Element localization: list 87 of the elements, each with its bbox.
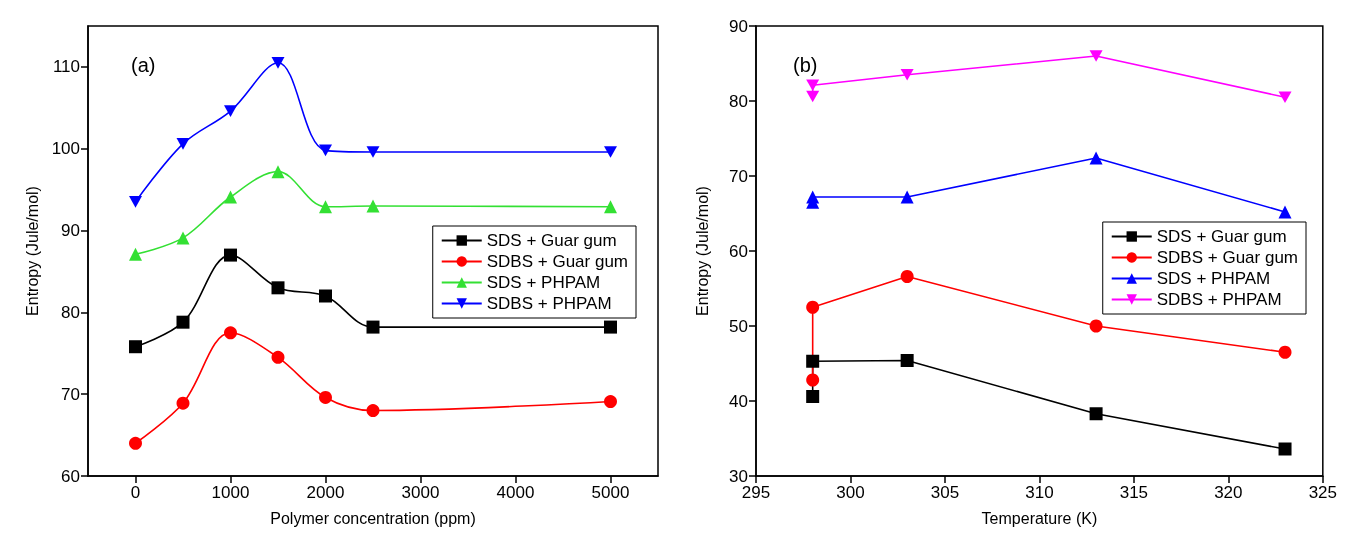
y-tick-label: 50: [729, 316, 748, 336]
point: [900, 190, 914, 204]
point: [366, 404, 380, 418]
x-tick-label: 1000: [211, 483, 250, 502]
point: [806, 373, 820, 387]
point: [271, 56, 285, 69]
y-axis-title: Entropy (Jule/mol): [24, 186, 42, 316]
point: [366, 146, 380, 158]
point: [1089, 407, 1103, 421]
y-tick-label: 80: [729, 91, 748, 111]
legend-label: SDS + PHPAM: [486, 273, 601, 292]
point: [604, 320, 617, 334]
x-axis-title: Polymer concentration (ppm): [270, 509, 476, 527]
legend-label: SDBS + Guar gum: [486, 252, 629, 271]
y-tick-label: 100: [51, 139, 80, 159]
y-tick-label: 90: [61, 221, 80, 241]
point: [806, 300, 820, 314]
point: [900, 270, 914, 283]
point: [366, 320, 380, 334]
point: [1278, 345, 1292, 359]
x-axis-title: Temperature (K): [981, 509, 1098, 527]
point: [176, 315, 190, 329]
point: [176, 137, 190, 150]
point: [900, 354, 914, 367]
x-tick-label: 310: [1025, 483, 1054, 502]
point: [319, 289, 332, 303]
y-axis-title: Entropy (Jule/mol): [693, 186, 711, 316]
point: [900, 68, 914, 81]
x-tick-label: 325: [1308, 483, 1338, 502]
point: [366, 199, 380, 213]
x-tick-label: 5000: [591, 483, 630, 502]
x-tick-label: 0: [130, 483, 141, 502]
point: [1278, 91, 1292, 104]
text: (b): [793, 54, 818, 76]
y-tick-label: 110: [52, 57, 80, 77]
x-tick-label: 305: [930, 483, 960, 502]
point: [604, 146, 617, 158]
text: (a): [131, 54, 156, 76]
x-tick-label: 320: [1214, 483, 1243, 502]
point: [319, 144, 332, 157]
point: [319, 200, 332, 214]
point: [1278, 442, 1292, 456]
point: [224, 248, 237, 262]
y-tick-label: 70: [61, 384, 80, 404]
point: [806, 190, 820, 204]
y-tick-label: 60: [729, 241, 748, 261]
point: [176, 231, 190, 245]
y-tick-label: 90: [729, 16, 748, 36]
y-tick-label: 70: [729, 166, 748, 186]
point: [129, 247, 142, 261]
point: [806, 354, 820, 368]
point: [271, 165, 285, 179]
point: [224, 326, 237, 340]
x-tick-label: 3000: [401, 483, 440, 502]
x-tick-label: 4000: [496, 483, 535, 502]
x-tick-label: 2000: [306, 483, 345, 502]
legend-label: SDBS + Guar gum: [1156, 248, 1299, 267]
y-tick-label: 40: [729, 391, 748, 411]
point: [224, 105, 237, 117]
x-tick-label: 295: [741, 483, 771, 502]
legend-label: SDBS + PHPAM: [1156, 290, 1282, 309]
point: [604, 200, 617, 214]
y-tick-label: 80: [61, 302, 80, 322]
point: [224, 190, 237, 204]
legend-label: SDS + PHPAM: [1156, 269, 1271, 288]
y-tick-label: 30: [729, 466, 748, 486]
point: [1278, 205, 1292, 219]
point: [1089, 319, 1103, 333]
point: [129, 196, 142, 208]
point: [129, 436, 142, 450]
point: [806, 390, 820, 403]
x-tick-label: 300: [836, 483, 865, 502]
legend-label: SDBS + PHPAM: [486, 294, 612, 313]
point: [806, 79, 820, 92]
point: [806, 90, 820, 103]
point: [1089, 151, 1103, 165]
x-tick-label: 315: [1119, 483, 1149, 502]
point: [319, 390, 332, 404]
point: [176, 396, 190, 410]
y-tick-label: 60: [61, 466, 80, 486]
point: [1089, 50, 1103, 62]
point: [604, 395, 617, 409]
legend-label: SDS + Guar gum: [486, 231, 617, 250]
point: [271, 350, 285, 364]
legend-label: SDS + Guar gum: [1156, 227, 1287, 246]
point: [129, 340, 142, 354]
point: [271, 281, 285, 295]
